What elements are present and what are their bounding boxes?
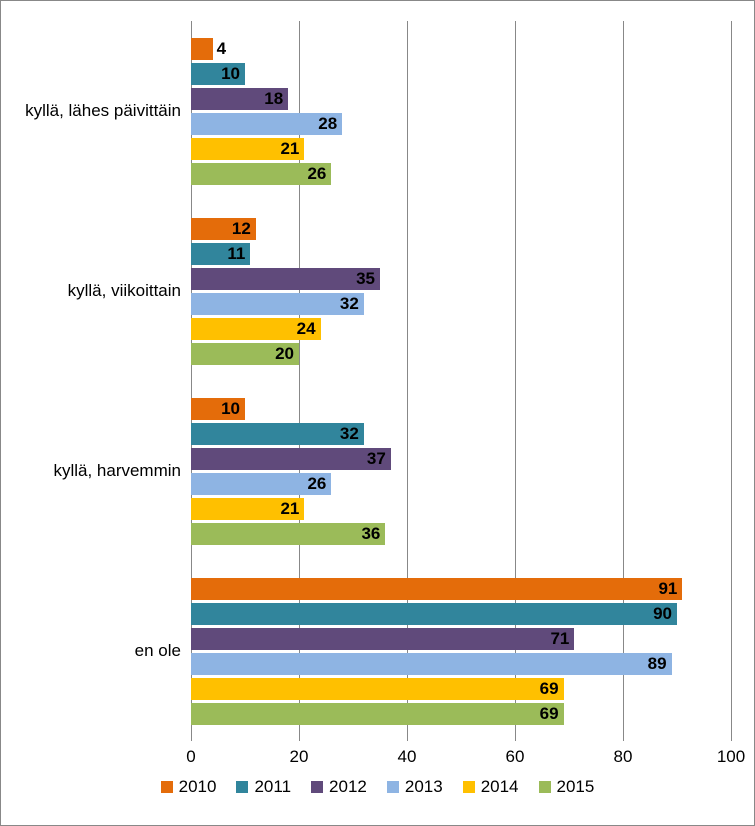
bar	[191, 318, 321, 340]
bar	[191, 163, 331, 185]
gridline	[731, 21, 732, 741]
category-group: kyllä, harvemmin103237262136	[191, 381, 731, 561]
bar	[191, 293, 364, 315]
x-tick-label: 20	[290, 747, 309, 767]
x-tick-label: 100	[717, 747, 745, 767]
bar	[191, 523, 385, 545]
bar	[191, 113, 342, 135]
x-tick-label: 60	[506, 747, 525, 767]
bar	[191, 88, 288, 110]
legend-label: 2014	[481, 777, 519, 797]
bar	[191, 473, 331, 495]
bar	[191, 218, 256, 240]
legend-label: 2011	[254, 777, 291, 797]
legend-label: 2015	[557, 777, 595, 797]
legend-label: 2010	[179, 777, 217, 797]
legend: 2010 2011 2012 2013 2014 2015	[21, 777, 734, 797]
legend-item: 2010	[161, 777, 217, 797]
bar	[191, 268, 380, 290]
bar	[191, 343, 299, 365]
legend-swatch	[161, 781, 173, 793]
bar	[191, 653, 672, 675]
legend-item: 2011	[236, 777, 291, 797]
bar	[191, 678, 564, 700]
legend-swatch	[311, 781, 323, 793]
category-label: kyllä, viikoittain	[68, 281, 191, 301]
category-group: en ole919071896969	[191, 561, 731, 741]
category-label: kyllä, harvemmin	[53, 461, 191, 481]
bar	[191, 243, 250, 265]
bar	[191, 423, 364, 445]
bar	[191, 603, 677, 625]
bar-value-label: 4	[217, 39, 226, 59]
x-tick-label: 0	[186, 747, 195, 767]
bar	[191, 398, 245, 420]
bar	[191, 498, 304, 520]
bar	[191, 63, 245, 85]
bar-chart: kyllä, lähes päivittäin41018282126kyllä,…	[0, 0, 755, 826]
legend-swatch	[539, 781, 551, 793]
legend-label: 2012	[329, 777, 367, 797]
legend-item: 2015	[539, 777, 595, 797]
legend-item: 2013	[387, 777, 443, 797]
legend-item: 2012	[311, 777, 367, 797]
legend-swatch	[463, 781, 475, 793]
x-tick-label: 80	[614, 747, 633, 767]
category-group: kyllä, viikoittain121135322420	[191, 201, 731, 381]
bar	[191, 703, 564, 725]
legend-item: 2014	[463, 777, 519, 797]
category-group: kyllä, lähes päivittäin41018282126	[191, 21, 731, 201]
legend-swatch	[387, 781, 399, 793]
plot-region: kyllä, lähes päivittäin41018282126kyllä,…	[191, 21, 731, 741]
legend-swatch	[236, 781, 248, 793]
category-label: en ole	[135, 641, 191, 661]
legend-label: 2013	[405, 777, 443, 797]
bar	[191, 38, 213, 60]
x-tick-label: 40	[398, 747, 417, 767]
bar	[191, 628, 574, 650]
category-label: kyllä, lähes päivittäin	[25, 101, 191, 121]
bar	[191, 448, 391, 470]
bar	[191, 578, 682, 600]
bar	[191, 138, 304, 160]
